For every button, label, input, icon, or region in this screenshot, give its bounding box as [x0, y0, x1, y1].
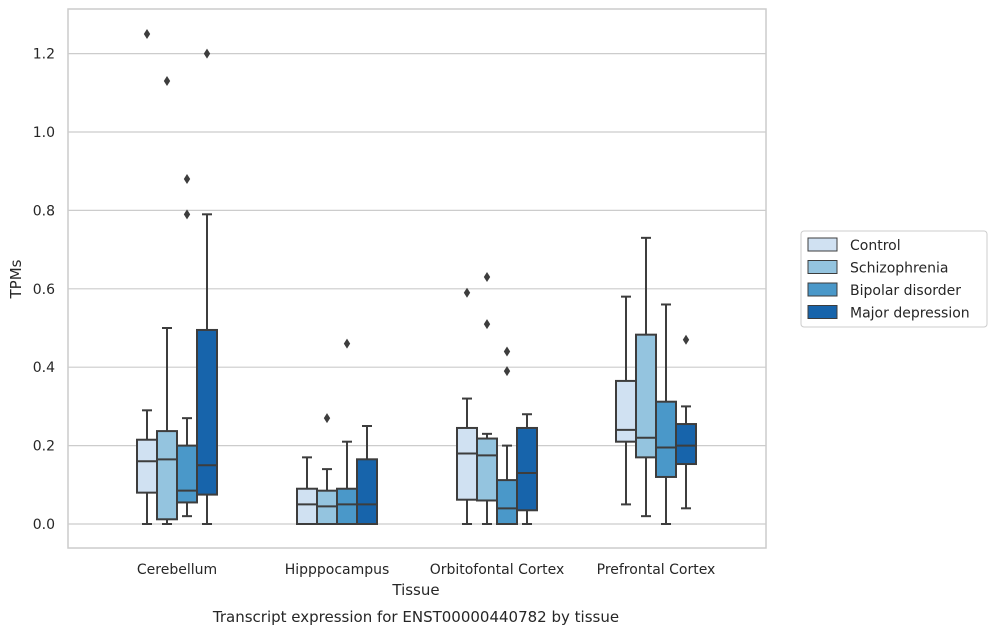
y-tick-label: 0.0	[33, 517, 55, 533]
legend-swatch	[807, 237, 838, 252]
legend-label: Bipolar disorder	[850, 283, 961, 299]
legend-swatch	[807, 305, 838, 319]
box-element	[516, 413, 538, 525]
iqr-box	[516, 426, 538, 512]
legend-label: Major depression	[850, 306, 970, 322]
y-tick-label: 0.4	[33, 360, 55, 376]
outlier-point	[203, 48, 211, 59]
iqr-box	[476, 437, 498, 502]
iqr-box	[655, 400, 677, 478]
box-element	[615, 295, 637, 506]
x-axis-label: Tissue	[391, 581, 439, 599]
box-element	[655, 303, 677, 525]
x-tick-labels: Cerebellum Hipppocampus Orbitofontal Corte…	[137, 562, 715, 578]
plot-frame	[67, 8, 767, 549]
box-element	[156, 327, 178, 525]
y-tick-label: 1.2	[33, 47, 55, 63]
box-element	[356, 425, 378, 526]
legend-items: Control Schizophrenia Bipolar disorder Majo…	[807, 237, 970, 322]
iqr-box	[196, 328, 218, 496]
y-tick-label: 0.6	[33, 282, 55, 298]
legend-label: Control	[850, 238, 901, 254]
y-axis-label: TPMs	[7, 259, 25, 299]
outlier-point	[463, 287, 471, 298]
outlier-point	[323, 413, 331, 424]
legend-swatch	[807, 260, 838, 274]
outlier-point	[483, 319, 491, 330]
legend-swatch	[807, 282, 838, 297]
y-tick-label: 0.8	[33, 203, 55, 219]
box-element	[176, 417, 198, 518]
x-tick-label: Hipppocampus	[285, 562, 390, 578]
outlier-point	[503, 366, 511, 377]
chart-caption: Transcript expression for ENST0000044078…	[212, 608, 619, 626]
iqr-box	[336, 487, 358, 525]
iqr-box	[615, 379, 637, 443]
outlier-point	[183, 174, 191, 185]
outlier-point	[682, 334, 690, 345]
outlier-point	[343, 338, 351, 349]
y-tick-label: 1.0	[33, 125, 55, 141]
legend: Control Schizophrenia Bipolar disorder Majo…	[800, 230, 988, 328]
iqr-box	[635, 333, 657, 459]
box-element	[635, 236, 657, 518]
iqr-box	[176, 444, 198, 504]
iqr-box	[496, 479, 518, 526]
iqr-box	[136, 438, 158, 494]
box-element	[196, 213, 218, 525]
iqr-box	[456, 426, 478, 501]
iqr-box	[296, 487, 318, 525]
outlier-point	[503, 346, 511, 357]
outlier-point	[143, 29, 151, 39]
box-element	[496, 444, 518, 526]
boxes	[136, 29, 697, 526]
outlier-point	[163, 76, 171, 87]
outlier-point	[183, 209, 191, 220]
outlier-point	[483, 272, 491, 283]
box-element	[456, 397, 478, 525]
box-element	[675, 405, 697, 510]
iqr-box	[156, 430, 178, 521]
box-element	[476, 432, 498, 525]
legend-label: Schizophrenia	[850, 261, 948, 277]
box-element	[296, 456, 318, 525]
legend-frame	[800, 230, 988, 328]
iqr-box	[675, 423, 697, 466]
box-element	[336, 440, 358, 525]
iqr-box	[356, 458, 378, 526]
x-tick-label: Orbitofontal Cortex	[430, 562, 565, 578]
x-tick-label: Cerebellum	[137, 562, 217, 578]
box-element	[136, 409, 158, 525]
box-element	[316, 468, 338, 525]
x-tick-label: Prefrontal Cortex	[597, 562, 716, 578]
y-tick-labels: 0.0 0.2 0.4 0.6 0.8 1.0 1.2	[33, 47, 55, 533]
y-tick-label: 0.2	[33, 439, 55, 455]
